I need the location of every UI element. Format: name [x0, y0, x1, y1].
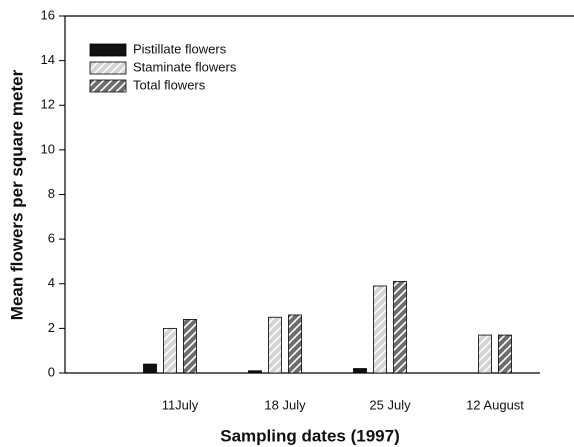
legend-label: Pistillate flowers — [133, 41, 227, 56]
x-tick-label: 18 July — [264, 397, 306, 412]
y-tick-label: 0 — [48, 364, 55, 379]
y-tick-label: 2 — [48, 320, 55, 335]
bar — [353, 368, 367, 374]
bar — [143, 363, 157, 374]
bar — [268, 316, 282, 374]
y-axis-title: Mean flowers per square meter — [7, 69, 26, 320]
legend-label: Staminate flowers — [133, 59, 237, 74]
x-axis-title: Sampling dates (1997) — [220, 426, 400, 445]
y-tick-label: 6 — [48, 231, 55, 246]
x-tick-label: 25 July — [369, 397, 411, 412]
legend-swatch — [89, 61, 127, 75]
x-tick-label: 12 August — [466, 397, 524, 412]
legend-swatch — [89, 79, 127, 93]
x-tick-label: 11July — [162, 397, 199, 412]
bar — [183, 319, 197, 374]
bar — [478, 334, 492, 374]
bar — [163, 327, 177, 374]
y-tick-label: 16 — [41, 7, 55, 22]
y-tick-label: 4 — [48, 275, 55, 290]
y-tick-label: 8 — [48, 186, 55, 201]
bar — [393, 281, 407, 374]
bar — [248, 370, 262, 374]
legend-swatch — [89, 43, 127, 57]
bar — [288, 314, 302, 374]
y-tick-label: 12 — [41, 97, 55, 112]
y-tick-label: 14 — [41, 52, 55, 67]
bar — [373, 285, 387, 374]
bar — [498, 334, 512, 374]
y-tick-label: 10 — [41, 141, 55, 156]
legend-label: Total flowers — [133, 77, 206, 92]
